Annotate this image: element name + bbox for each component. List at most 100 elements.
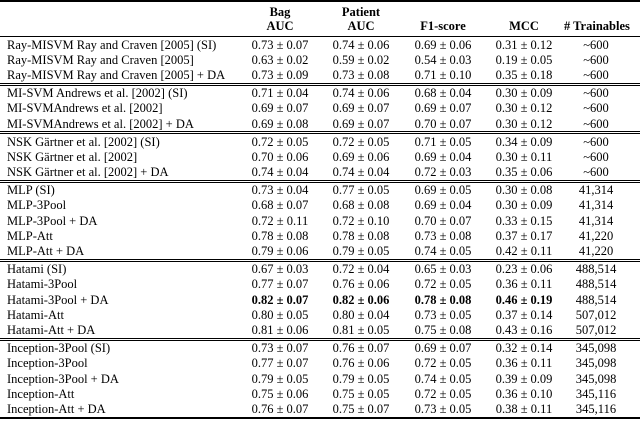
bag-auc-cell: 0.73 ± 0.07 <box>251 341 309 356</box>
patient-auc-cell: 0.69 ± 0.07 <box>332 116 390 131</box>
patient-auc-cell: 0.73 ± 0.08 <box>332 67 390 82</box>
table-row: Ray-MISVM Ray and Craven [2005] (SI) 0.73… <box>0 37 640 53</box>
patient-auc-cell: 0.78 ± 0.08 <box>332 228 390 243</box>
trainables-cell: ~600 <box>583 116 609 131</box>
trainables-cell: 507,012 <box>575 307 617 322</box>
bag-auc-cell: 0.72 ± 0.11 <box>251 213 309 228</box>
patient-auc-cell: 0.69 ± 0.07 <box>332 101 390 116</box>
method-group: MI-SVM Andrews et al. [2002] (SI) 0.71 ± … <box>0 84 640 133</box>
bag-auc-cell: 0.72 ± 0.05 <box>251 134 309 149</box>
patient-auc-cell: 0.74 ± 0.06 <box>332 86 390 101</box>
f1-score-cell: 0.69 ± 0.04 <box>414 149 472 164</box>
mcc-cell: 0.43 ± 0.16 <box>495 322 553 337</box>
mcc-cell: 0.32 ± 0.14 <box>495 341 553 356</box>
patient-auc-cell: 0.81 ± 0.05 <box>332 322 390 337</box>
mcc-cell: 0.30 ± 0.12 <box>495 116 553 131</box>
table-row: Inception-3Pool (SI) 0.73 ± 0.07 0.76 ± 0.… <box>0 339 640 356</box>
mcc-cell: 0.30 ± 0.12 <box>495 101 553 116</box>
model-name-cell: Inception-3Pool <box>7 356 88 371</box>
method-group: Ray-MISVM Ray and Craven [2005] (SI) 0.73… <box>0 37 640 85</box>
f1-score-cell: 0.73 ± 0.05 <box>414 307 472 322</box>
trainables-cell: 41,220 <box>578 244 614 259</box>
trainables-cell: 507,012 <box>575 322 617 337</box>
mcc-cell: 0.30 ± 0.09 <box>495 86 553 101</box>
table-row: Inception-Att + DA 0.76 ± 0.07 0.75 ± 0.07… <box>0 401 640 417</box>
table-row: MLP-3Pool + DA 0.72 ± 0.11 0.72 ± 0.10 0.70… <box>0 213 640 228</box>
table-row: MLP-3Pool 0.68 ± 0.07 0.68 ± 0.08 0.69 ± 0.… <box>0 198 640 213</box>
f1-score-cell: 0.72 ± 0.03 <box>414 165 472 180</box>
table-row: MLP-Att 0.78 ± 0.08 0.78 ± 0.08 0.73 ± 0.08… <box>0 228 640 243</box>
patient-auc-cell: 0.77 ± 0.05 <box>332 183 390 198</box>
f1-score-cell: 0.69 ± 0.06 <box>414 37 472 52</box>
f1-score-cell: 0.73 ± 0.05 <box>414 401 472 416</box>
bag-auc-cell: 0.69 ± 0.08 <box>251 116 309 131</box>
trainables-cell: 345,098 <box>575 371 617 386</box>
f1-score-cell: 0.74 ± 0.05 <box>414 371 472 386</box>
bag-auc-cell: 0.69 ± 0.07 <box>251 101 309 116</box>
mcc-cell: 0.19 ± 0.05 <box>495 52 553 67</box>
trainables-cell: 41,220 <box>578 228 614 243</box>
f1-score-cell: 0.70 ± 0.07 <box>414 213 472 228</box>
col-header-bag-line2: AUC <box>266 19 294 33</box>
table-row: MI-SVMAndrews et al. [2002] + DA 0.69 ± 0… <box>0 116 640 133</box>
bag-auc-cell: 0.70 ± 0.06 <box>251 149 309 164</box>
mcc-cell: 0.30 ± 0.11 <box>495 149 553 164</box>
col-header-model <box>0 1 240 37</box>
bag-auc-cell: 0.63 ± 0.02 <box>251 52 309 67</box>
f1-score-cell: 0.69 ± 0.07 <box>414 341 472 356</box>
col-header-bag-line1: Bag <box>269 5 291 19</box>
patient-auc-cell: 0.68 ± 0.08 <box>332 198 390 213</box>
model-name-cell: Hatami (SI) <box>7 262 67 277</box>
patient-auc-cell: 0.72 ± 0.05 <box>332 134 390 149</box>
trainables-cell: ~600 <box>583 67 609 82</box>
mcc-cell: 0.37 ± 0.17 <box>495 228 553 243</box>
trainables-cell: ~600 <box>583 37 609 52</box>
trainables-cell: 488,514 <box>575 262 617 277</box>
trainables-cell: 345,098 <box>575 341 617 356</box>
table-row: Inception-3Pool 0.77 ± 0.07 0.76 ± 0.06 0.7… <box>0 356 640 371</box>
model-name-cell: Hatami-Att + DA <box>7 322 96 337</box>
col-header-trainables-line2: # Trainables <box>564 19 630 33</box>
patient-auc-cell: 0.79 ± 0.05 <box>332 371 390 386</box>
mcc-cell: 0.34 ± 0.09 <box>495 134 553 149</box>
f1-score-cell: 0.75 ± 0.08 <box>414 322 472 337</box>
trainables-cell: 345,116 <box>575 401 617 416</box>
table-row: MI-SVM Andrews et al. [2002] (SI) 0.71 ± … <box>0 84 640 101</box>
model-name-cell: Ray-MISVM Ray and Craven [2005] <box>7 52 194 67</box>
table-row: Hatami-3Pool 0.77 ± 0.07 0.76 ± 0.06 0.72 ±… <box>0 277 640 292</box>
table-row: Hatami-Att + DA 0.81 ± 0.06 0.81 ± 0.05 0.7… <box>0 322 640 339</box>
table-row: NSK Gärtner et al. [2002] 0.70 ± 0.06 0.69… <box>0 149 640 164</box>
patient-auc-cell: 0.76 ± 0.07 <box>332 341 390 356</box>
patient-auc-cell: 0.76 ± 0.06 <box>332 356 390 371</box>
model-name-cell: NSK Gärtner et al. [2002] + DA <box>7 165 169 180</box>
mcc-cell: 0.35 ± 0.06 <box>495 165 553 180</box>
trainables-cell: 345,116 <box>575 386 617 401</box>
bag-auc-cell: 0.80 ± 0.05 <box>251 307 309 322</box>
table-row: Ray-MISVM Ray and Craven [2005] + DA 0.73… <box>0 67 640 84</box>
mcc-cell: 0.36 ± 0.11 <box>495 356 553 371</box>
f1-score-cell: 0.54 ± 0.03 <box>414 52 472 67</box>
model-name-cell: NSK Gärtner et al. [2002] <box>7 149 138 164</box>
bag-auc-cell: 0.75 ± 0.06 <box>251 386 309 401</box>
table-row: Inception-Att 0.75 ± 0.06 0.75 ± 0.05 0.72 … <box>0 386 640 401</box>
bag-auc-cell: 0.81 ± 0.06 <box>251 322 309 337</box>
col-header-mcc-line2: MCC <box>509 19 539 33</box>
trainables-cell: ~600 <box>583 101 609 116</box>
patient-auc-cell: 0.59 ± 0.02 <box>332 52 390 67</box>
patient-auc-cell: 0.76 ± 0.06 <box>332 277 390 292</box>
f1-score-cell: 0.68 ± 0.04 <box>414 86 472 101</box>
model-name-cell: MI-SVMAndrews et al. [2002] + DA <box>7 116 194 131</box>
patient-auc-cell: 0.80 ± 0.04 <box>332 307 390 322</box>
table-row: MLP-Att + DA 0.79 ± 0.06 0.79 ± 0.05 0.74 ±… <box>0 243 640 260</box>
col-header-trainables: # Trainables <box>564 1 640 37</box>
model-name-cell: Inception-3Pool (SI) <box>7 341 111 356</box>
bag-auc-cell: 0.79 ± 0.06 <box>251 244 309 259</box>
bag-auc-cell: 0.79 ± 0.05 <box>251 371 309 386</box>
mcc-cell: 0.35 ± 0.18 <box>495 67 553 82</box>
col-header-bag-auc: Bag AUC <box>240 1 320 37</box>
table-row: Ray-MISVM Ray and Craven [2005] 0.63 ± 0.… <box>0 52 640 67</box>
f1-score-cell: 0.69 ± 0.05 <box>414 183 472 198</box>
patient-auc-cell: 0.74 ± 0.06 <box>332 37 390 52</box>
f1-score-cell: 0.69 ± 0.04 <box>414 198 472 213</box>
method-group: Hatami (SI) 0.67 ± 0.03 0.72 ± 0.04 0.65 ± … <box>0 260 640 339</box>
